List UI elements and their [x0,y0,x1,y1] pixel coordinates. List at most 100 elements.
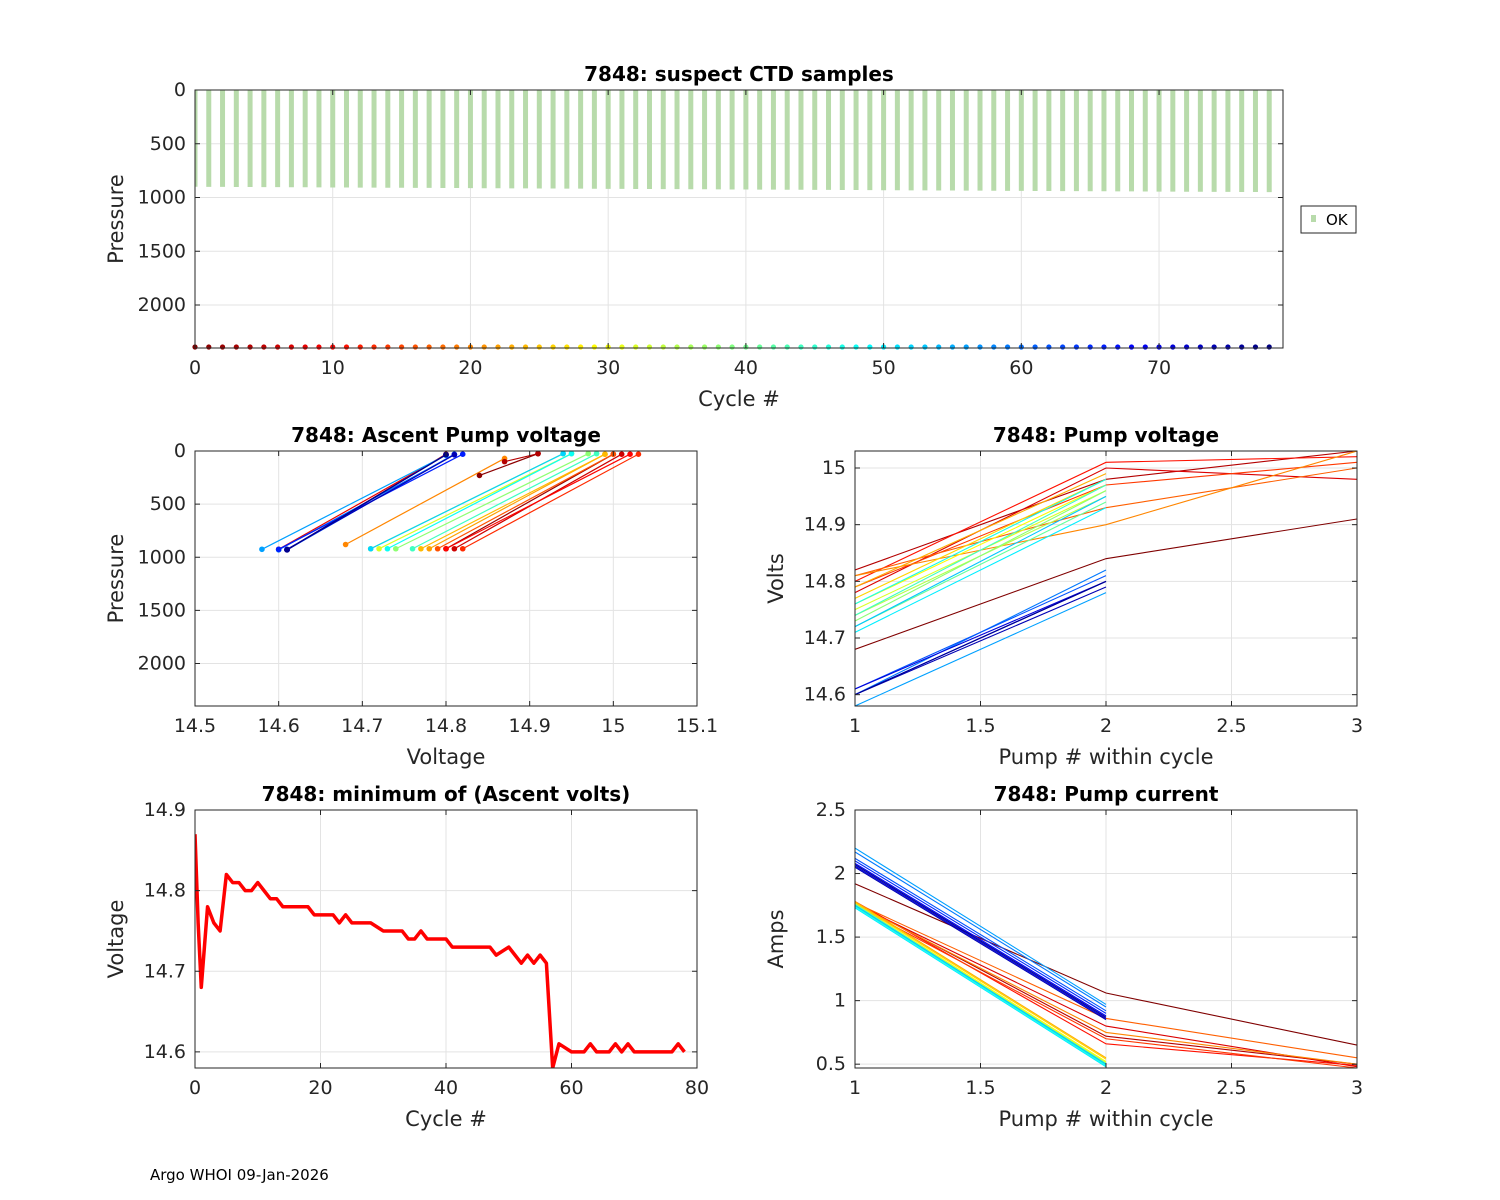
ascent-profile-line [412,453,597,550]
cycle-marker [757,344,763,350]
cycle-marker [1073,344,1080,350]
ctd-legend-swatch [1311,215,1316,222]
pc-series-layer [855,847,1357,1068]
minv-xtick-label: 40 [434,1077,458,1099]
ascent-profile-point [585,451,592,457]
cycle-marker [206,344,212,350]
pv-cycle-line [855,495,1107,628]
ascent-profile-line [445,453,631,550]
pc-panel [854,809,1358,1069]
ascent-profile-point [342,541,349,548]
cycle-marker [784,344,790,350]
ascent-profile-point [275,546,282,553]
cycle-marker [1225,344,1231,350]
asc-ytick-label: 2000 [138,653,186,675]
ctd-legend [1300,205,1357,234]
ascent-profile-point [259,546,265,553]
pv-title: 7848: Pump voltage [993,423,1219,447]
ctd-xtick-label: 40 [734,357,758,379]
ascent-profile-point [602,451,608,457]
ascent-profile-point [627,451,633,457]
cycle-marker [894,344,900,350]
minv-ytick-label: 14.8 [144,880,186,902]
ctd-xtick-label: 20 [458,357,482,379]
pc-cycle-line [855,902,1107,1060]
minv-ytick-label: 14.7 [144,960,186,982]
ascent-profile-line [437,453,614,550]
ascent-profile-line [479,453,539,476]
pc-cycle-line [855,864,1107,1018]
cycle-marker [343,344,350,350]
pv-ytick-label: 14.6 [804,684,846,706]
cycle-marker [839,344,845,350]
cycle-marker [701,344,708,350]
cycle-marker [1142,344,1148,350]
pv-cycle-line [855,478,1107,599]
pc-cycle-line [855,904,1107,1065]
cycle-marker [426,344,432,350]
cycle-marker [977,344,983,350]
ascent-profile-line [286,454,447,551]
cycle-marker [509,344,515,350]
asc-title: 7848: Ascent Pump voltage [291,423,601,447]
ascent-profile-point [459,451,466,457]
ascent-profile-point [593,451,600,457]
ascent-profile-line [278,454,447,550]
pv-xtick-label: 3 [1351,715,1363,737]
pv-cycle-line [855,592,1107,706]
cycle-marker [949,344,956,350]
cycle-marker [1101,344,1107,350]
cycle-marker [729,344,735,350]
pv-xtick-label: 1 [849,715,861,737]
pc-cycle-line [855,851,1107,1008]
pc-ytick-label: 0.5 [816,1053,846,1075]
pv-cycle-line [855,473,1107,588]
cycle-marker [247,344,253,350]
cycle-marker [1197,344,1203,350]
pc-xtick-label: 2.5 [1216,1077,1246,1099]
pc-xtick-label: 2 [1100,1077,1112,1099]
ascent-profile-point [376,545,382,552]
ascent-profile-point [635,451,642,457]
ctd-ytick-label: 500 [150,133,186,155]
cycle-marker [674,344,680,350]
asc-xtick-label: 14.7 [341,715,383,737]
pc-cycle-line [855,903,1357,1065]
pc-cycle-line [855,860,1107,1014]
cycle-marker [578,344,584,350]
ascent-profile-point [284,547,290,553]
min-voltage-line [195,834,686,1068]
ascent-profile-point [434,545,441,552]
pc-cycle-line [855,847,1107,1005]
cycle-marker [646,344,653,350]
cycle-marker [481,344,487,350]
cycle-marker [288,344,295,350]
pv-xtick-label: 2.5 [1216,715,1246,737]
cycle-marker [812,344,818,350]
ctd-xtick-label: 60 [1009,357,1033,379]
cycle-marker [1239,344,1245,350]
pv-cycle-line [855,490,1107,622]
cycle-marker [1032,344,1038,350]
pv-ytick-label: 14.8 [804,570,846,592]
ascent-profile-point [443,545,449,552]
asc-series-layer [259,451,642,553]
cycle-marker [1183,344,1190,350]
cycle-marker [1128,344,1135,350]
pc-cycle-line [855,906,1107,1066]
ascent-profile-line [428,453,606,550]
cycle-marker [233,344,239,350]
ctd-axes-box [194,89,1284,349]
cycle-marker [825,344,832,350]
cycle-marker [1170,344,1176,350]
pv-ytick-label: 15 [822,457,846,479]
pc-cycle-line [855,862,1107,1017]
pv-xtick-label: 1.5 [965,715,995,737]
cycle-marker [619,344,625,350]
ascent-profile-point [426,545,433,552]
ctd-series-layer [195,90,1272,193]
ascent-profile-line [420,453,606,550]
cycle-marker [495,344,501,350]
cycle-marker [715,344,721,350]
pc-cycle-line [855,865,1107,1019]
